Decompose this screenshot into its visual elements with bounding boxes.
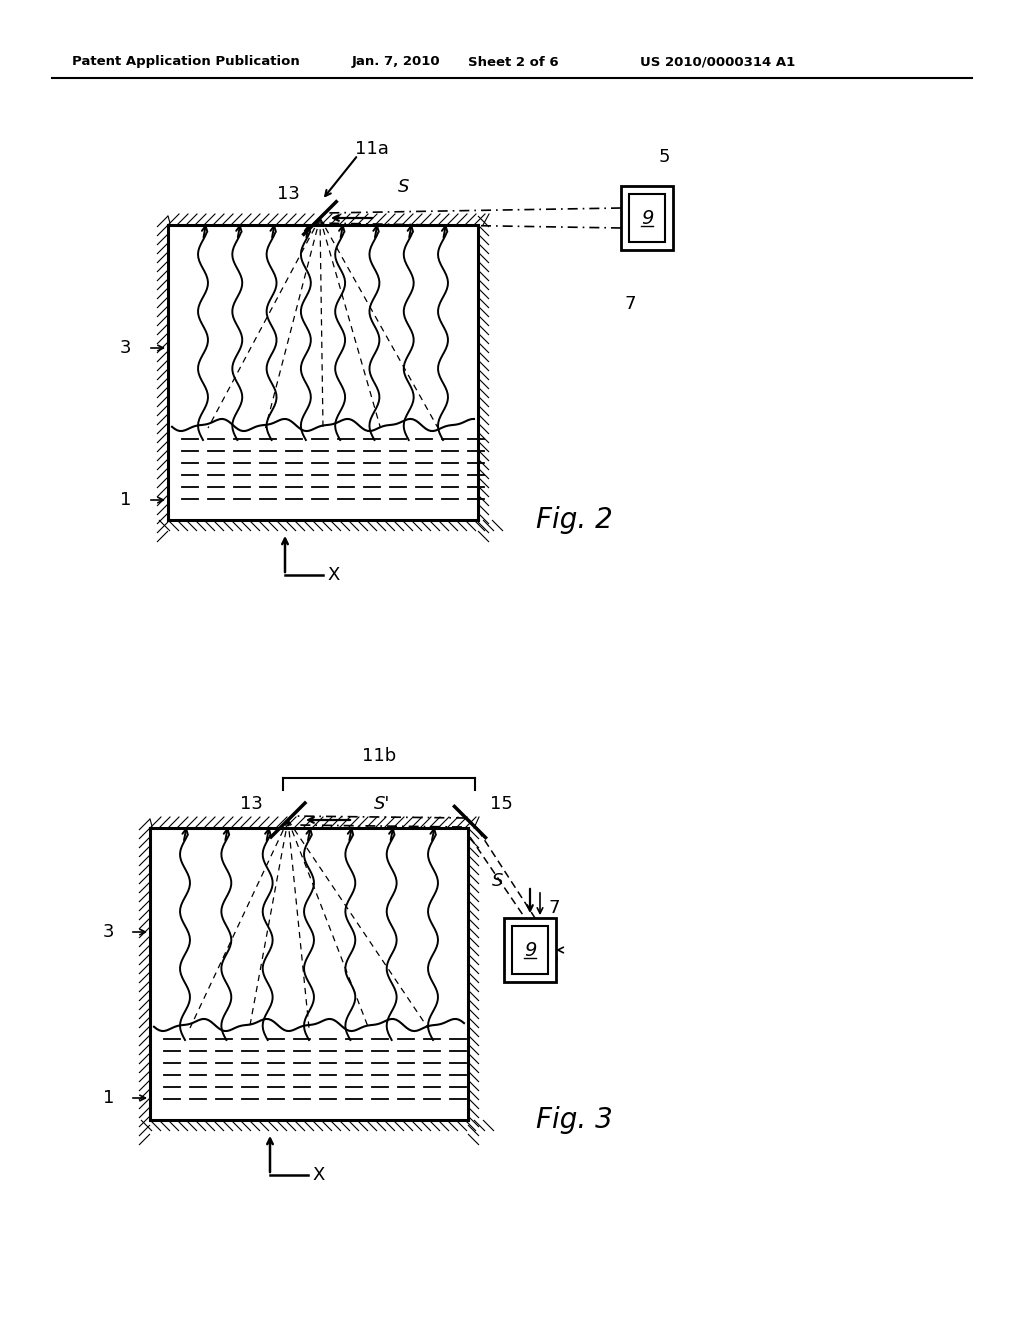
Text: 11b: 11b xyxy=(361,747,396,766)
Text: 15: 15 xyxy=(490,795,513,813)
Text: 1: 1 xyxy=(103,1089,115,1107)
Bar xyxy=(512,927,548,974)
Text: 7: 7 xyxy=(625,294,637,313)
Text: S': S' xyxy=(374,795,390,813)
Text: 11a: 11a xyxy=(355,140,389,158)
Text: 9: 9 xyxy=(641,209,653,227)
Text: Fig. 3: Fig. 3 xyxy=(536,1106,612,1134)
Text: Jan. 7, 2010: Jan. 7, 2010 xyxy=(352,55,440,69)
Text: 9: 9 xyxy=(524,940,537,960)
Text: S: S xyxy=(492,873,504,890)
Text: 13: 13 xyxy=(240,795,263,813)
Text: X: X xyxy=(327,566,339,583)
Text: 1: 1 xyxy=(120,491,131,510)
Text: Fig. 2: Fig. 2 xyxy=(536,506,612,535)
Text: 13: 13 xyxy=(278,185,300,203)
Text: 5: 5 xyxy=(548,949,559,968)
Text: Sheet 2 of 6: Sheet 2 of 6 xyxy=(468,55,559,69)
Text: 5: 5 xyxy=(659,148,671,166)
Text: 7: 7 xyxy=(548,899,559,917)
Bar xyxy=(621,186,673,249)
Text: US 2010/0000314 A1: US 2010/0000314 A1 xyxy=(640,55,796,69)
Bar xyxy=(629,194,665,242)
Bar xyxy=(504,917,556,982)
Text: 3: 3 xyxy=(120,339,131,356)
Text: X: X xyxy=(312,1166,325,1184)
Text: S: S xyxy=(398,178,410,195)
Text: Patent Application Publication: Patent Application Publication xyxy=(72,55,300,69)
Text: 3: 3 xyxy=(103,923,115,941)
